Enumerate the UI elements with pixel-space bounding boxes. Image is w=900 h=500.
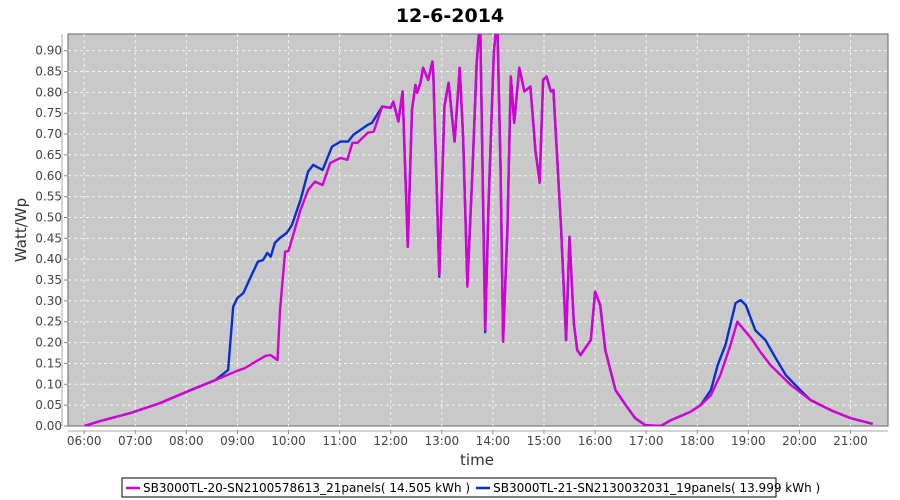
x-tick-label: 07:00: [118, 434, 153, 448]
y-tick-label: 0.55: [35, 190, 62, 204]
y-tick-label: 0.90: [35, 44, 62, 58]
x-tick-label: 11:00: [322, 434, 357, 448]
x-tick-label: 09:00: [220, 434, 255, 448]
x-tick-label: 17:00: [629, 434, 664, 448]
x-tick-label: 06:00: [67, 434, 102, 448]
y-tick-label: 0.50: [35, 210, 62, 224]
series-lines: [83, 34, 874, 426]
y-axis-label: Watt/Wp: [12, 198, 30, 262]
x-tick-label: 16:00: [578, 434, 613, 448]
y-tick-label: 0.65: [35, 148, 62, 162]
legend-box: [121, 477, 777, 498]
x-tick-label: 20:00: [782, 434, 817, 448]
x-tick-label: 15:00: [527, 434, 562, 448]
y-tick-label: 0.40: [35, 252, 62, 266]
y-tick-label: 0.35: [35, 273, 62, 287]
y-tick-label: 0.10: [35, 377, 62, 391]
y-tick-label: 0.25: [35, 315, 62, 329]
y-tick-label: 0.30: [35, 294, 62, 308]
x-axis-label: time: [460, 451, 494, 469]
y-tick-label: 0.60: [35, 169, 62, 183]
x-tick-label: 08:00: [169, 434, 204, 448]
x-tick-label: 12:00: [373, 434, 408, 448]
legend-entry-0: SB3000TL-21-SN2130032031_19panels( 13.99…: [493, 481, 820, 495]
x-tick-label: 13:00: [425, 434, 460, 448]
plot-area: [67, 33, 889, 427]
y-tick-label: 0.85: [35, 65, 62, 79]
y-axis: 0.00 0.05 0.10 0.15 0.20 0.25 0.30 0.35 0.40 0.45…: [35, 34, 68, 433]
x-tick-label: 10:00: [271, 434, 306, 448]
y-tick-label: 0.70: [35, 127, 62, 141]
x-tick-label: 14:00: [476, 434, 511, 448]
x-tick-label: 21:00: [833, 434, 868, 448]
y-tick-label: 0.75: [35, 106, 62, 120]
chart-title: 12-6-2014: [396, 5, 504, 27]
y-tick-label: 0.05: [35, 398, 62, 412]
x-axis: 06:00 07:00 08:00 09:00 10:00 11:00 12:00 13:00…: [67, 430, 888, 448]
y-tick-label: 0.80: [35, 85, 62, 99]
legend-entry-1: SB3000TL-20-SN2100578613_21panels( 14.50…: [143, 481, 470, 495]
legend: SB3000TL-20-SN2100578613_21panels( 14.50…: [121, 477, 820, 498]
x-tick-label: 19:00: [731, 434, 766, 448]
x-tick-label: 18:00: [680, 434, 715, 448]
y-tick-label: 0.45: [35, 231, 62, 245]
y-tick-label: 0.15: [35, 356, 62, 370]
y-tick-label: 0.00: [35, 419, 62, 433]
y-tick-label: 0.20: [35, 336, 62, 350]
series-line-1: [83, 34, 874, 426]
